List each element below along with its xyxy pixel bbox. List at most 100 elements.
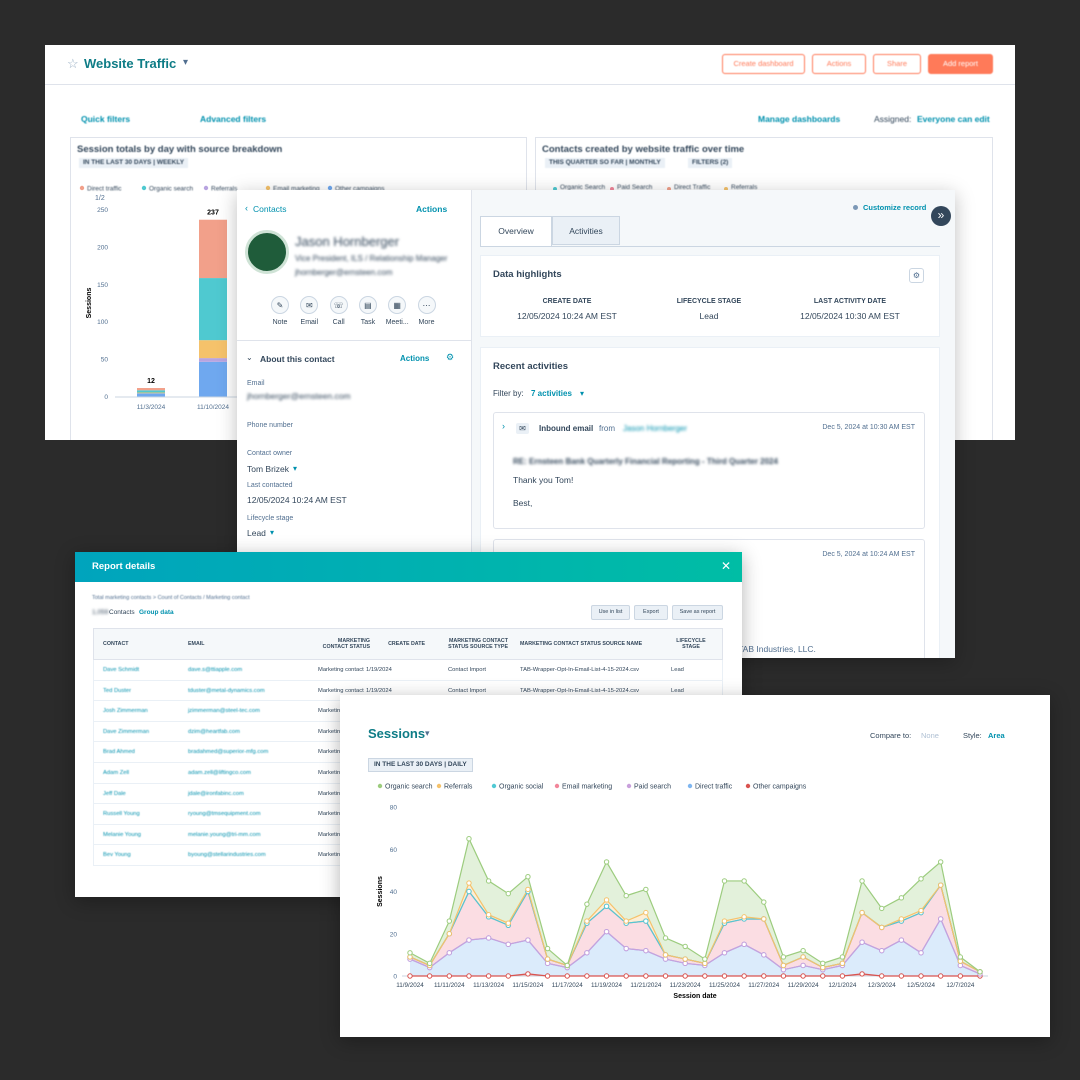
- activity-type: Inbound email: [539, 424, 594, 433]
- x-tick-label: 11/13/2024: [473, 982, 505, 989]
- data-point: [898, 895, 905, 901]
- expand-button[interactable]: »: [931, 206, 951, 226]
- dashboard-header: [45, 45, 1015, 85]
- table-cell[interactable]: Jeff Dale: [103, 790, 126, 797]
- back-chevron: ‹: [245, 203, 248, 213]
- style-value[interactable]: Area: [988, 731, 1005, 740]
- tab[interactable]: [552, 216, 620, 245]
- tab-label[interactable]: Overview: [498, 226, 534, 236]
- column-header: MARKETING CONTACT STATUS SOURCE TYPE: [448, 637, 508, 650]
- tab-active[interactable]: [480, 216, 552, 246]
- column-header: LIFECYCLE STAGE: [676, 637, 706, 650]
- table-cell[interactable]: bradahmed@superior-mfg.com: [188, 749, 269, 756]
- data-point: [564, 973, 570, 979]
- table-cell[interactable]: byoung@stellarindustries.com: [188, 852, 266, 859]
- highlight-label: LAST ACTIVITY DATE: [813, 298, 887, 305]
- field-value[interactable]: Tom Brizek: [247, 464, 290, 474]
- actions-menu[interactable]: Actions: [416, 204, 448, 214]
- quick-action-icon[interactable]: ✉: [300, 296, 319, 314]
- back-link[interactable]: Contacts: [253, 204, 287, 214]
- table-cell[interactable]: Josh Zimmerman: [103, 708, 148, 715]
- dashboard-title[interactable]: Website Traffic: [84, 56, 177, 71]
- data-point: [918, 907, 924, 914]
- advanced-filters[interactable]: Advanced filters: [200, 114, 267, 124]
- table-cell[interactable]: Dave Zimmerman: [103, 728, 150, 735]
- table-cell: TAB-Wrapper-Opt-In-Email-List-4-15-2024.…: [520, 667, 639, 673]
- table-cell[interactable]: jzimmerman@steel-tec.com: [188, 708, 260, 715]
- table-cell[interactable]: dave.s@ttiapple.com: [188, 667, 243, 673]
- status-dot: [853, 205, 858, 210]
- table-cell[interactable]: ryoung@tmsequipment.com: [188, 811, 261, 818]
- assigned-value[interactable]: Everyone can edit: [917, 114, 990, 124]
- quick-action-icon[interactable]: ▦: [388, 296, 407, 314]
- quick-action-icon[interactable]: ⋯: [417, 296, 436, 314]
- caret: ▾: [425, 728, 430, 738]
- table-cell: Marketing contact: [318, 667, 364, 673]
- quick-action-icon[interactable]: ☏: [329, 296, 348, 314]
- legend-label: Direct Traffic: [674, 184, 711, 191]
- data-point: [446, 950, 453, 956]
- table-cell[interactable]: Dave Schmidt: [103, 667, 140, 673]
- table-cell[interactable]: Ted Duster: [103, 687, 132, 694]
- pagination: 1/2: [95, 195, 105, 202]
- record-count-label: Contacts: [109, 609, 135, 616]
- close-button[interactable]: ✕: [721, 559, 732, 573]
- table-cell[interactable]: jdale@ironfabinc.com: [188, 790, 244, 797]
- card-tag: IN THE LAST 30 DAYS | WEEKLY: [79, 158, 189, 168]
- table-cell[interactable]: Bev Young: [103, 852, 131, 859]
- quick-action-icon[interactable]: ✎: [271, 296, 289, 314]
- table-cell[interactable]: Brad Ahmed: [103, 749, 135, 756]
- data-point: [859, 878, 865, 884]
- actions-menu[interactable]: Actions: [400, 354, 430, 363]
- table-cell[interactable]: melanie.young@tri-mm.com: [188, 831, 261, 838]
- header-button[interactable]: Actions: [812, 54, 866, 74]
- bar-segment: [137, 392, 165, 394]
- star-icon[interactable]: ☆: [67, 56, 79, 71]
- bar-segment: [199, 361, 227, 397]
- data-point: [820, 973, 826, 979]
- table-cell[interactable]: Russell Young: [103, 811, 140, 818]
- quick-action-icon[interactable]: ▤: [358, 296, 377, 314]
- data-point: [761, 973, 767, 979]
- modal-button[interactable]: Use in list: [591, 605, 630, 620]
- manage-dashboards[interactable]: Manage dashboards: [758, 114, 841, 124]
- table-cell[interactable]: adam.zell@liftingco.com: [188, 770, 251, 776]
- header-button[interactable]: Create dashboard: [722, 54, 805, 74]
- header-button[interactable]: Add report: [928, 54, 993, 74]
- modal-button[interactable]: Save as report: [672, 605, 723, 620]
- data-point: [741, 878, 747, 884]
- field-value[interactable]: Lead: [247, 528, 266, 538]
- filter-value[interactable]: 7 activities: [531, 389, 572, 398]
- table-cell[interactable]: dzim@heartfab.com: [188, 728, 240, 735]
- header-button[interactable]: Share: [873, 54, 921, 74]
- tab-label[interactable]: Activities: [569, 226, 603, 236]
- data-point: [780, 962, 787, 969]
- chevron[interactable]: ›: [502, 421, 505, 431]
- table-cell[interactable]: tduster@metal-dynamics.com: [188, 687, 265, 694]
- data-point: [407, 950, 413, 956]
- activity-line: Thank you Tom!: [513, 475, 574, 485]
- group-data[interactable]: Group data: [139, 609, 174, 616]
- table-cell[interactable]: Adam Zell: [103, 770, 130, 776]
- quick-filters[interactable]: Quick filters: [81, 114, 131, 124]
- quick-action-label: Note: [272, 319, 288, 326]
- compare-value[interactable]: None: [921, 731, 939, 740]
- activity-sender[interactable]: Jason Hornberger: [623, 424, 688, 433]
- compare-label: Compare to:: [870, 731, 912, 740]
- data-point: [761, 952, 767, 958]
- customize-record[interactable]: Customize record: [863, 203, 927, 212]
- data-point: [407, 973, 413, 979]
- field-value[interactable]: 12/05/2024 10:24 AM EST: [247, 495, 347, 505]
- x-tick-label: 11/3/2024: [137, 404, 166, 411]
- modal-button[interactable]: Export: [634, 605, 668, 620]
- x-tick-label: 11/23/2024: [670, 982, 702, 989]
- dropdown-caret: ▾: [293, 464, 298, 473]
- gear-icon[interactable]: ⚙: [446, 352, 455, 362]
- field-value: jhornberger@ernsteen.com: [247, 391, 351, 401]
- table-cell[interactable]: Melanie Young: [103, 831, 142, 838]
- settings-icon[interactable]: ⚙: [909, 268, 924, 283]
- data-point: [918, 876, 924, 882]
- data-point: [446, 931, 453, 937]
- y-tick-label: 250: [97, 207, 108, 214]
- report-title[interactable]: Sessions: [368, 726, 426, 741]
